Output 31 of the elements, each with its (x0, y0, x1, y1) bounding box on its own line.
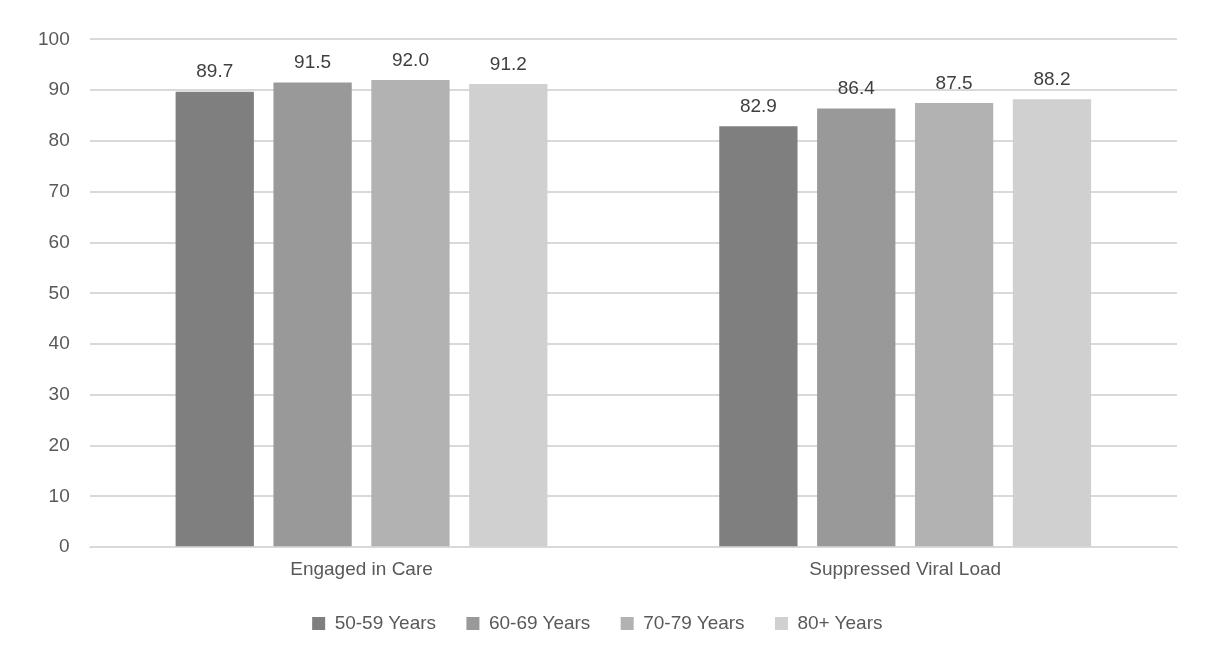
text: 92.0 (391, 48, 429, 70)
bar (273, 82, 352, 547)
y-tick-label: 90 (48, 78, 70, 100)
y-tick-label: 80 (48, 129, 70, 151)
y-tick-label: 20 (48, 433, 70, 455)
bar (914, 102, 994, 547)
y-tick-label: 60 (48, 230, 70, 252)
y-tick-label: 30 (48, 383, 70, 405)
text: 91.5 (294, 51, 332, 73)
bar (719, 126, 798, 547)
y-tick-label: 100 (38, 27, 70, 49)
legend-label: 50-59 Years (334, 611, 437, 633)
bar (817, 108, 896, 547)
y-tick-label: 10 (48, 484, 70, 506)
text: 91.2 (489, 52, 527, 74)
x-tick-label: Suppressed Viral Load (809, 557, 1002, 579)
text: 82.9 (739, 94, 777, 116)
text: 86.4 (837, 77, 875, 99)
text: 87.5 (935, 71, 973, 93)
y-tick-label: 40 (48, 332, 70, 354)
bar (371, 80, 450, 547)
text: 89.7 (196, 60, 234, 82)
text: 88.2 (1033, 68, 1071, 90)
bar (175, 91, 254, 547)
y-tick-label: 70 (48, 179, 70, 201)
x-tick-label: Engaged in Care (290, 557, 433, 579)
legend-label: 60-69 Years (488, 611, 591, 633)
legend-label: 80+ Years (797, 611, 883, 633)
y-tick-label: 50 (48, 281, 70, 303)
y-tick-label: 0 (59, 535, 70, 557)
legend-label: 70-79 Years (643, 611, 745, 633)
